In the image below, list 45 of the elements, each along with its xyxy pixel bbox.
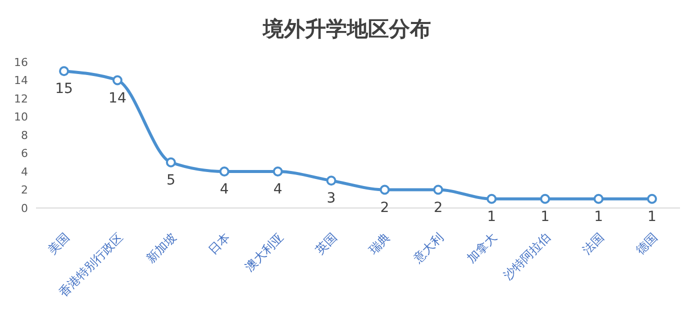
y-tick-label: 2 [21,184,28,197]
y-tick-label: 6 [21,147,28,160]
data-label: 2 [434,200,443,216]
data-label: 3 [326,190,336,207]
point [219,166,230,176]
point [540,194,550,204]
x-tick-label: 加拿大 [464,230,500,266]
data-label: 4 [273,182,282,198]
point [647,194,657,204]
point [326,176,336,186]
y-tick-label: 12 [14,92,28,106]
y-tick-label: 4 [21,165,28,178]
x-tick-label: 德国 [633,230,660,258]
point [112,75,122,86]
x-tick-label: 英国 [312,230,340,258]
point [433,184,444,195]
y-tick-label: 0 [21,202,28,215]
y-tick-label: 10 [14,110,28,124]
point [594,194,604,204]
data-label: 1 [487,208,496,225]
x-tick-label: 日本 [206,230,232,258]
x-tick-label: 澳大利亚 [242,230,286,274]
data-label: 2 [380,200,390,216]
point [486,194,497,204]
data-label: 1 [594,208,604,225]
x-tick-label: 沙特阿拉伯 [500,230,554,283]
data-label: 5 [166,172,176,188]
x-tick-label: 意大利 [410,230,446,266]
point [380,184,390,195]
point [272,166,283,176]
data-label: 14 [108,90,126,106]
x-tick-label: 法国 [580,230,607,258]
data-label: 1 [648,208,656,225]
data-label: 15 [55,81,73,98]
x-tick-label: 瑞典 [366,230,393,258]
y-tick-label: 14 [14,74,28,88]
point [166,157,176,168]
data-label: 4 [220,182,229,198]
x-tick-label: 美国 [45,230,72,258]
y-tick-label: 8 [21,128,28,142]
y-tick-label: 16 [14,56,28,69]
point [59,66,69,76]
x-tick-label: 新加坡 [144,230,180,266]
data-label: 1 [540,208,550,225]
chart-title: 境外升学地区分布 [262,16,431,41]
